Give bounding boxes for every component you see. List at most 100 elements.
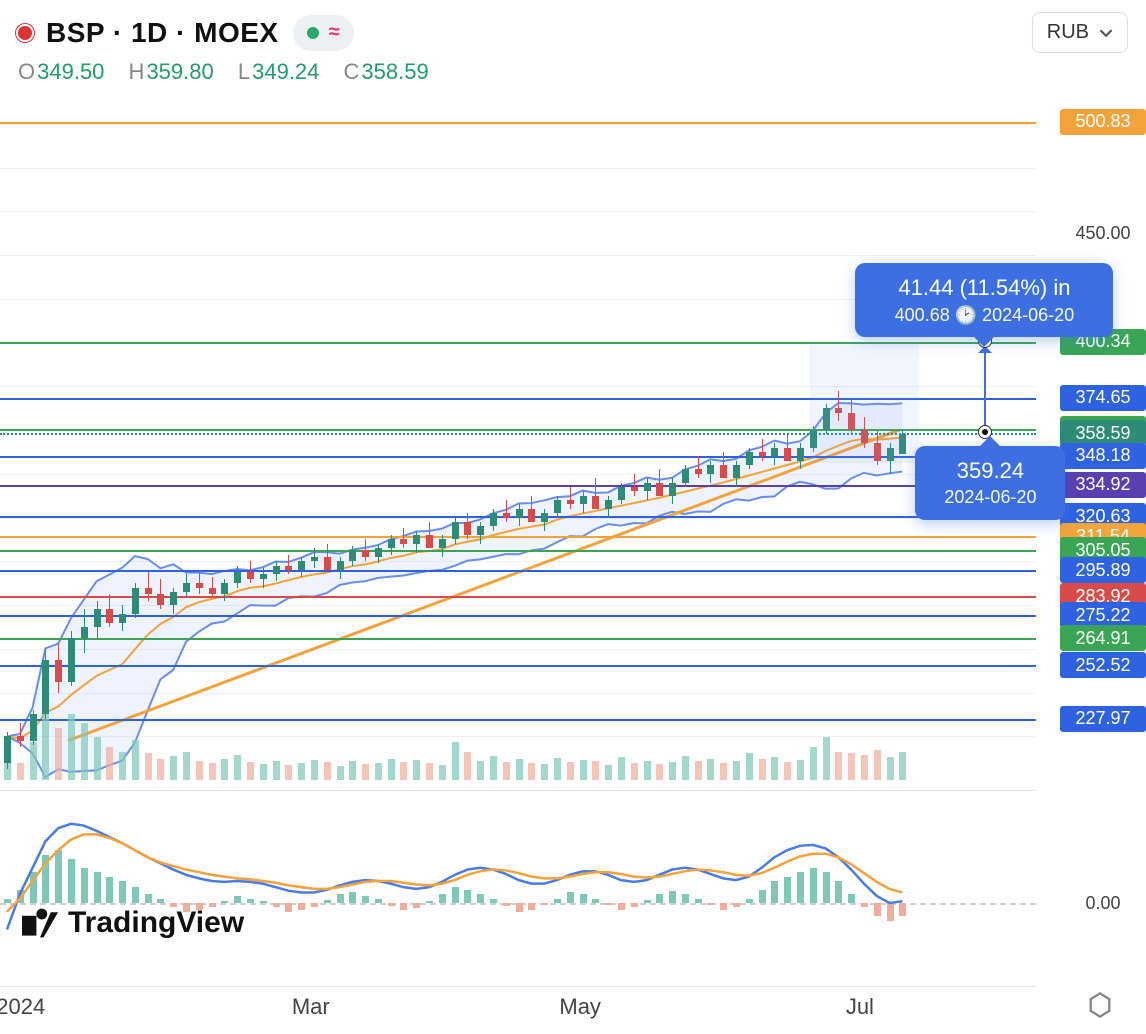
volume-bar — [221, 759, 228, 780]
volume-bar — [580, 760, 587, 780]
volume-bar — [337, 766, 344, 780]
volume-bar — [592, 761, 599, 780]
price-axis-label[interactable]: 264.91 — [1060, 625, 1146, 651]
volume-bar — [145, 753, 152, 780]
volume-bar — [644, 761, 651, 780]
volume-bar — [68, 714, 75, 780]
price-line[interactable] — [0, 638, 1036, 640]
tradingview-logo[interactable]: TradingView — [22, 906, 244, 940]
volume-bar — [746, 753, 753, 780]
volume-bar — [94, 737, 101, 780]
volume-bar — [234, 755, 241, 780]
price-axis-tick: 450.00 — [1060, 220, 1146, 246]
volume-bar — [771, 757, 778, 780]
time-axis[interactable]: 2024 Mar May Jul — [0, 986, 1036, 1026]
indicator-pill[interactable]: ≈ — [293, 15, 354, 51]
price-line[interactable] — [0, 485, 1036, 487]
volume-bar — [887, 757, 894, 780]
volume-bar — [618, 757, 625, 780]
volume-bar — [196, 761, 203, 780]
volume-bar — [874, 750, 881, 780]
volume-bar — [81, 723, 88, 780]
volume-bar — [707, 759, 714, 780]
tradingview-icon — [22, 908, 58, 938]
volume-bar — [132, 740, 139, 780]
price-axis-label[interactable]: 252.52 — [1060, 652, 1146, 678]
volume-bar — [247, 762, 254, 780]
price-axis-label[interactable]: 295.89 — [1060, 557, 1146, 583]
volume-bar — [17, 763, 24, 780]
volume-bar — [183, 752, 190, 780]
price-axis-label[interactable]: 348.18 — [1060, 443, 1146, 469]
volume-bar — [426, 763, 433, 780]
volume-bar — [720, 763, 727, 780]
volume-bar — [848, 753, 855, 780]
volume-bar — [209, 763, 216, 780]
volume-bar — [119, 752, 126, 780]
currency-select[interactable]: RUB — [1032, 12, 1128, 53]
volume-bar — [477, 761, 484, 780]
volume-bar — [298, 763, 305, 780]
volume-bar — [695, 761, 702, 780]
price-line[interactable] — [0, 615, 1036, 617]
volume-bar — [157, 759, 164, 780]
price-line[interactable] — [0, 665, 1036, 667]
measure-tooltip-top[interactable]: 41.44 (11.54%) in400.68 🕑 2024-06-20 — [855, 263, 1113, 337]
time-axis-tick: May — [559, 994, 601, 1020]
currency-value: RUB — [1047, 21, 1089, 44]
volume-bar — [388, 759, 395, 780]
volume-bar — [899, 752, 906, 780]
volume-bar — [567, 762, 574, 780]
volume-bar — [439, 765, 446, 780]
price-line[interactable] — [0, 596, 1036, 598]
exchange-code: MOEX — [194, 17, 278, 48]
volume-bar — [362, 764, 369, 780]
time-axis-tick: Mar — [292, 994, 330, 1020]
settings-icon[interactable] — [1086, 991, 1114, 1024]
volume-bar — [375, 763, 382, 780]
volume-bar — [669, 762, 676, 780]
volume-bar — [810, 747, 817, 780]
time-axis-tick: 2024 — [0, 994, 45, 1020]
price-line[interactable] — [0, 719, 1036, 721]
volume-bar — [400, 762, 407, 780]
chart-area[interactable]: 500.83400.34374.65360.53358.59348.18334.… — [0, 80, 1146, 1034]
time-axis-tick: Jul — [846, 994, 874, 1020]
volume-bar — [631, 763, 638, 780]
volume-bar — [528, 763, 535, 780]
price-axis-label[interactable]: 374.65 — [1060, 385, 1146, 411]
volume-bar — [656, 764, 663, 780]
measure-tooltip-bottom[interactable]: 359.242024-06-20 — [915, 446, 1065, 520]
volume-bar — [260, 764, 267, 780]
volume-bar — [285, 765, 292, 780]
price-axis-label[interactable]: 500.83 — [1060, 109, 1146, 135]
volume-bar — [733, 761, 740, 780]
volume-bar — [682, 756, 689, 780]
volume-bar — [30, 742, 37, 780]
symbol-title[interactable]: BSP · 1D · MOEX — [46, 17, 279, 49]
volume-bar — [554, 758, 561, 780]
price-line[interactable] — [0, 536, 1036, 538]
volume-bar — [413, 760, 420, 780]
volume-bar — [452, 742, 459, 780]
price-line[interactable] — [0, 122, 1036, 124]
approx-icon: ≈ — [329, 21, 340, 44]
volume-bar — [170, 756, 177, 780]
status-dot-icon — [307, 27, 319, 39]
volume-bar — [541, 764, 548, 780]
chart-interval: 1D — [131, 17, 168, 48]
volume-bar — [490, 756, 497, 780]
indicator-zero-label: 0.00 — [1060, 890, 1146, 916]
volume-bar — [106, 747, 113, 780]
symbol-logo-icon — [18, 26, 32, 40]
price-line[interactable] — [0, 570, 1036, 572]
symbol-code: BSP — [46, 17, 105, 48]
volume-bar — [861, 755, 868, 780]
price-axis-label[interactable]: 334.92 — [1060, 472, 1146, 498]
price-axis-label[interactable]: 227.97 — [1060, 706, 1146, 732]
volume-bar — [605, 765, 612, 780]
volume-bar — [784, 762, 791, 780]
volume-bar — [759, 759, 766, 780]
price-line[interactable] — [0, 550, 1036, 552]
volume-bar — [516, 759, 523, 780]
